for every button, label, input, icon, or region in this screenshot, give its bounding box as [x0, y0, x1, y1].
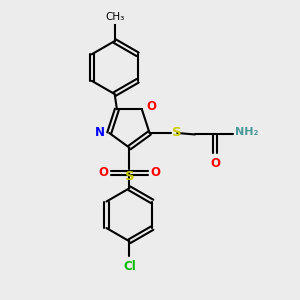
Text: Cl: Cl: [123, 260, 136, 272]
Text: N: N: [95, 127, 105, 140]
Text: S: S: [172, 127, 181, 140]
Text: O: O: [146, 100, 156, 113]
Text: O: O: [150, 166, 160, 179]
Text: NH₂: NH₂: [235, 127, 259, 137]
Text: O: O: [99, 166, 109, 179]
Text: CH₃: CH₃: [105, 12, 124, 22]
Text: O: O: [210, 157, 220, 170]
Text: S: S: [124, 170, 134, 183]
